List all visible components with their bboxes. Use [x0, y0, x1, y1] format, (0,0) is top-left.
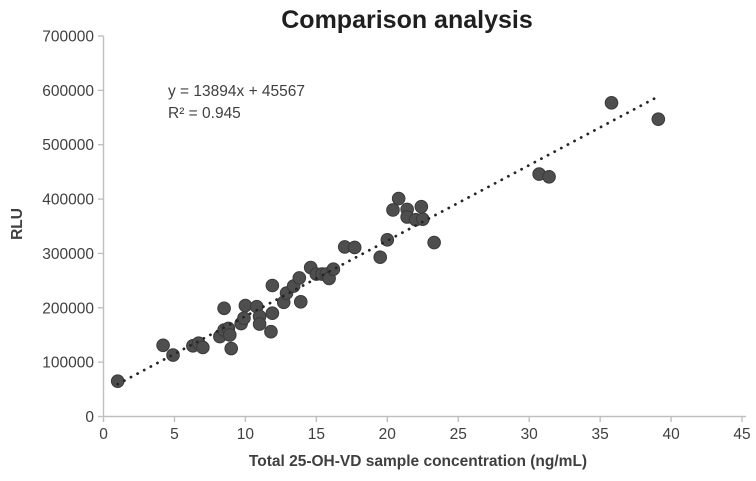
- data-point: [265, 278, 280, 293]
- r-squared-label: R² = 0.945: [168, 105, 241, 122]
- data-point: [264, 324, 278, 339]
- y-tick-label: 600000: [42, 83, 94, 100]
- data-point: [166, 348, 180, 362]
- data-point: [252, 317, 267, 331]
- x-tick-label: 30: [521, 426, 539, 443]
- x-axis-title: Total 25-OH-VD sample concentration (ng/…: [248, 453, 588, 470]
- x-tick-label: 35: [592, 426, 609, 443]
- x-tick-label: 0: [99, 426, 108, 443]
- data-point: [265, 306, 280, 321]
- data-point: [415, 212, 430, 226]
- data-point: [386, 203, 400, 217]
- data-point: [217, 301, 231, 316]
- data-point: [222, 328, 237, 342]
- data-point: [326, 262, 341, 276]
- data-point: [391, 191, 406, 206]
- trendline-annotation: y = 13894x + 45567 R² = 0.945: [168, 81, 305, 125]
- data-point: [542, 169, 556, 184]
- data-point: [414, 199, 429, 214]
- y-tick-label: 500000: [42, 137, 94, 154]
- x-tick-label: 45: [733, 426, 750, 443]
- data-point: [238, 298, 253, 313]
- data-point: [224, 341, 239, 356]
- chart-title: Comparison analysis: [281, 6, 533, 34]
- data-point: [427, 235, 441, 250]
- y-tick-label: 0: [85, 409, 94, 426]
- data-point: [604, 96, 619, 110]
- x-tick-label: 20: [379, 426, 397, 443]
- data-point: [380, 233, 395, 247]
- x-tick-label: 40: [662, 426, 680, 443]
- y-tick-label: 100000: [42, 355, 94, 372]
- y-tick-label: 200000: [42, 300, 94, 317]
- x-tick-label: 5: [170, 426, 179, 443]
- y-tick-label: 300000: [42, 246, 94, 263]
- data-point: [347, 240, 362, 255]
- x-tick-label: 10: [237, 426, 255, 443]
- y-axis-title: RLU: [9, 208, 26, 240]
- x-tick-label: 15: [308, 426, 325, 443]
- data-point: [293, 295, 308, 309]
- data-point: [156, 338, 170, 353]
- data-point: [651, 112, 666, 126]
- data-point: [196, 340, 210, 355]
- y-tick-label: 400000: [42, 192, 94, 209]
- data-point: [292, 271, 307, 285]
- equation-label: y = 13894x + 45567: [168, 83, 306, 100]
- x-tick-label: 25: [450, 426, 467, 443]
- y-tick-label: 700000: [42, 29, 94, 46]
- data-point: [373, 250, 388, 265]
